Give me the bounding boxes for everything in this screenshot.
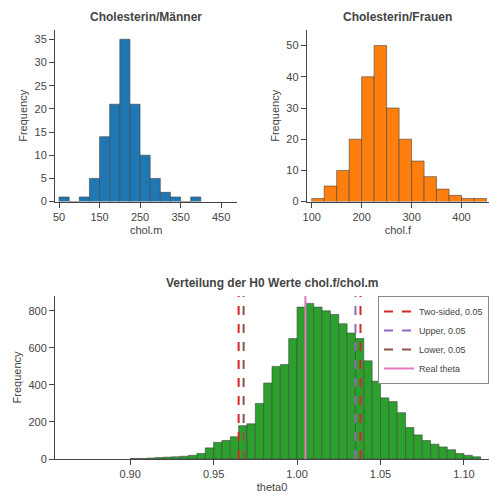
svg-text:150: 150	[90, 211, 108, 223]
svg-text:Frequency: Frequency	[269, 89, 281, 141]
svg-text:30: 30	[35, 56, 47, 68]
svg-text:theta0: theta0	[257, 481, 288, 493]
svg-text:40: 40	[286, 71, 298, 83]
svg-text:Lower, 0.05: Lower, 0.05	[419, 345, 466, 355]
svg-text:300: 300	[402, 211, 420, 223]
svg-text:Real theta: Real theta	[419, 364, 460, 374]
svg-text:0: 0	[41, 195, 47, 207]
svg-text:50: 50	[53, 211, 65, 223]
svg-text:250: 250	[131, 211, 149, 223]
svg-text:50: 50	[286, 39, 298, 51]
svg-text:Frequency: Frequency	[11, 351, 23, 403]
svg-text:1.00: 1.00	[286, 468, 307, 480]
svg-text:0.90: 0.90	[119, 468, 140, 480]
svg-text:100: 100	[303, 211, 321, 223]
svg-text:Cholesterin/Männer: Cholesterin/Männer	[90, 10, 202, 24]
svg-text:0: 0	[292, 195, 298, 207]
svg-text:1.10: 1.10	[453, 468, 474, 480]
svg-text:Cholesterin/Frauen: Cholesterin/Frauen	[343, 10, 452, 24]
svg-text:600: 600	[28, 342, 46, 354]
svg-text:35: 35	[35, 33, 47, 45]
svg-text:200: 200	[352, 211, 370, 223]
svg-text:20: 20	[286, 133, 298, 145]
svg-text:800: 800	[28, 305, 46, 317]
svg-text:Upper, 0.05: Upper, 0.05	[419, 326, 466, 336]
svg-text:450: 450	[212, 211, 230, 223]
svg-text:0: 0	[41, 453, 47, 465]
svg-text:30: 30	[286, 102, 298, 114]
svg-text:15: 15	[35, 126, 47, 138]
svg-text:20: 20	[35, 103, 47, 115]
svg-text:chol.m: chol.m	[130, 224, 162, 236]
svg-text:350: 350	[171, 211, 189, 223]
svg-text:Two-sided, 0.05: Two-sided, 0.05	[419, 307, 483, 317]
svg-text:200: 200	[28, 416, 46, 428]
svg-text:5: 5	[41, 172, 47, 184]
svg-text:10: 10	[35, 149, 47, 161]
svg-text:Frequency: Frequency	[17, 89, 29, 141]
svg-text:25: 25	[35, 80, 47, 92]
svg-text:chol.f: chol.f	[385, 224, 412, 236]
svg-text:0.95: 0.95	[203, 468, 224, 480]
svg-text:Verteilung der H0 Werte chol.f: Verteilung der H0 Werte chol.f/chol.m	[166, 276, 379, 290]
svg-text:1.05: 1.05	[370, 468, 391, 480]
svg-text:10: 10	[286, 164, 298, 176]
svg-text:400: 400	[452, 211, 470, 223]
svg-text:400: 400	[28, 379, 46, 391]
